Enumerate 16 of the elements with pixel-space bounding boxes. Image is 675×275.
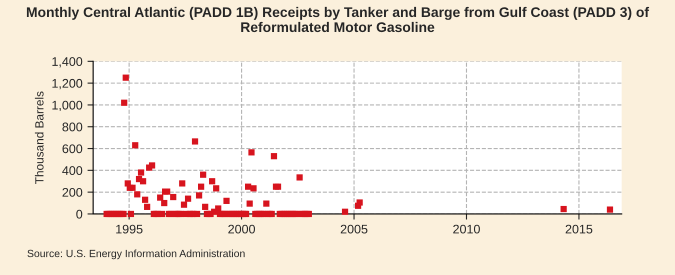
x-tick-label: 2005 [340, 224, 368, 234]
source-note: Source: U.S. Energy Information Administration [27, 250, 245, 260]
x-tick-label: 2015 [566, 224, 592, 234]
y-tick-label: 200 [62, 188, 82, 197]
x-tick-label: 2000 [228, 224, 256, 234]
x-tick-label: 2010 [453, 224, 480, 234]
y-tick-label: 800 [62, 122, 82, 132]
y-tick-label: 1,000 [52, 100, 82, 112]
y-tick-label: 1,400 [52, 57, 82, 68]
y-axis-title: Thousand Barrels [34, 91, 44, 184]
y-tick-label: 0 [76, 210, 82, 219]
chart-title: Monthly Central Atlantic (PADD 1B) Receipts by Tanker and Barge from Gulf Coast (PADD 3) of Reformulated Motor Gasoline [26, 6, 650, 32]
x-tick-label: 1995 [116, 224, 143, 234]
y-tick-label: 1,200 [52, 78, 82, 90]
y-tick-label: 400 [62, 166, 82, 175]
y-tick-label: 600 [62, 144, 82, 154]
